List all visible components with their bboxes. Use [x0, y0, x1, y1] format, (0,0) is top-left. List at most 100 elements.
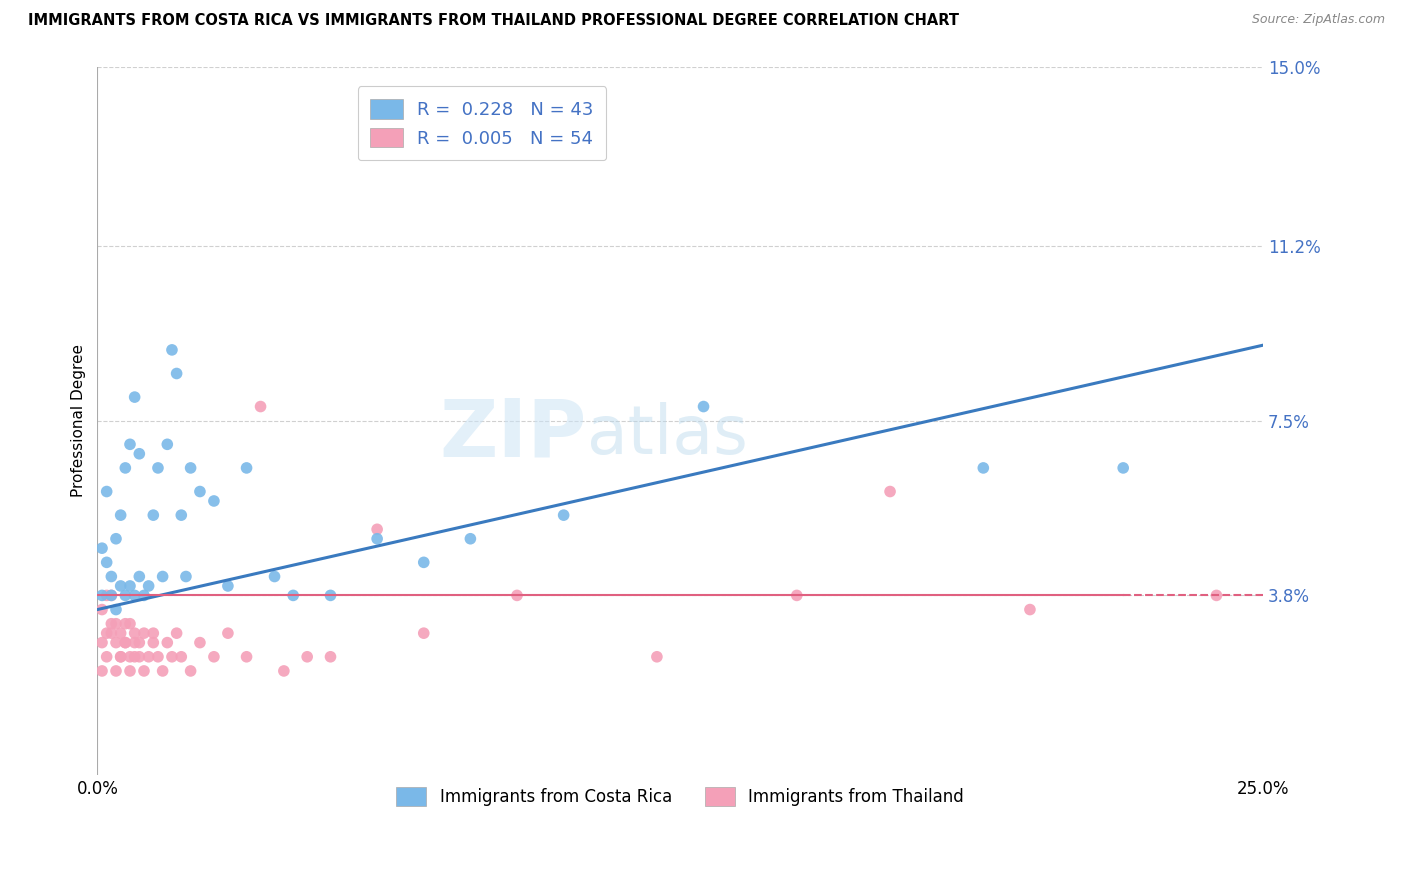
Point	[412, 555, 434, 569]
Point	[91, 588, 114, 602]
Point	[217, 626, 239, 640]
Point	[91, 635, 114, 649]
Point	[1112, 461, 1135, 475]
Point	[273, 664, 295, 678]
Point	[124, 635, 146, 649]
Point	[152, 664, 174, 678]
Point	[128, 635, 150, 649]
Point	[460, 532, 482, 546]
Point	[138, 579, 160, 593]
Point	[146, 461, 169, 475]
Point	[217, 579, 239, 593]
Point	[124, 588, 146, 602]
Point	[91, 664, 114, 678]
Point	[366, 532, 388, 546]
Point	[202, 649, 225, 664]
Point	[114, 461, 136, 475]
Text: ZIP: ZIP	[440, 396, 586, 474]
Point	[295, 649, 318, 664]
Point	[156, 437, 179, 451]
Point	[96, 484, 118, 499]
Point	[110, 579, 132, 593]
Legend: Immigrants from Costa Rica, Immigrants from Thailand: Immigrants from Costa Rica, Immigrants f…	[387, 778, 974, 816]
Point	[110, 649, 132, 664]
Point	[124, 390, 146, 404]
Point	[142, 626, 165, 640]
Point	[96, 555, 118, 569]
Point	[114, 635, 136, 649]
Point	[160, 343, 183, 357]
Point	[132, 664, 155, 678]
Point	[786, 588, 808, 602]
Y-axis label: Professional Degree: Professional Degree	[72, 344, 86, 497]
Point	[180, 664, 202, 678]
Point	[105, 532, 128, 546]
Point	[645, 649, 668, 664]
Text: IMMIGRANTS FROM COSTA RICA VS IMMIGRANTS FROM THAILAND PROFESSIONAL DEGREE CORRE: IMMIGRANTS FROM COSTA RICA VS IMMIGRANTS…	[28, 13, 959, 29]
Text: Source: ZipAtlas.com: Source: ZipAtlas.com	[1251, 13, 1385, 27]
Point	[132, 588, 155, 602]
Point	[412, 626, 434, 640]
Point	[170, 508, 193, 523]
Point	[100, 626, 122, 640]
Point	[180, 461, 202, 475]
Point	[188, 635, 211, 649]
Point	[105, 664, 128, 678]
Point	[142, 635, 165, 649]
Point	[100, 616, 122, 631]
Point	[156, 635, 179, 649]
Point	[124, 626, 146, 640]
Point	[138, 649, 160, 664]
Point	[692, 400, 714, 414]
Text: atlas: atlas	[586, 402, 748, 468]
Point	[506, 588, 529, 602]
Point	[366, 522, 388, 536]
Point	[105, 635, 128, 649]
Point	[128, 447, 150, 461]
Point	[1205, 588, 1227, 602]
Point	[105, 602, 128, 616]
Point	[105, 616, 128, 631]
Point	[118, 664, 141, 678]
Point	[235, 649, 257, 664]
Point	[110, 626, 132, 640]
Point	[972, 461, 994, 475]
Point	[124, 649, 146, 664]
Point	[128, 649, 150, 664]
Point	[879, 484, 901, 499]
Point	[319, 649, 342, 664]
Point	[235, 461, 257, 475]
Point	[283, 588, 305, 602]
Point	[188, 484, 211, 499]
Point	[96, 588, 118, 602]
Point	[100, 588, 122, 602]
Point	[100, 588, 122, 602]
Point	[142, 508, 165, 523]
Point	[166, 367, 188, 381]
Point	[166, 626, 188, 640]
Point	[118, 649, 141, 664]
Point	[114, 588, 136, 602]
Point	[128, 569, 150, 583]
Point	[249, 400, 271, 414]
Point	[170, 649, 193, 664]
Point	[319, 588, 342, 602]
Point	[118, 616, 141, 631]
Point	[152, 569, 174, 583]
Point	[96, 626, 118, 640]
Point	[110, 649, 132, 664]
Point	[132, 626, 155, 640]
Point	[174, 569, 197, 583]
Point	[100, 569, 122, 583]
Point	[114, 635, 136, 649]
Point	[160, 649, 183, 664]
Point	[118, 579, 141, 593]
Point	[118, 437, 141, 451]
Point	[202, 494, 225, 508]
Point	[110, 508, 132, 523]
Point	[553, 508, 575, 523]
Point	[263, 569, 285, 583]
Point	[91, 541, 114, 556]
Point	[1019, 602, 1042, 616]
Point	[114, 616, 136, 631]
